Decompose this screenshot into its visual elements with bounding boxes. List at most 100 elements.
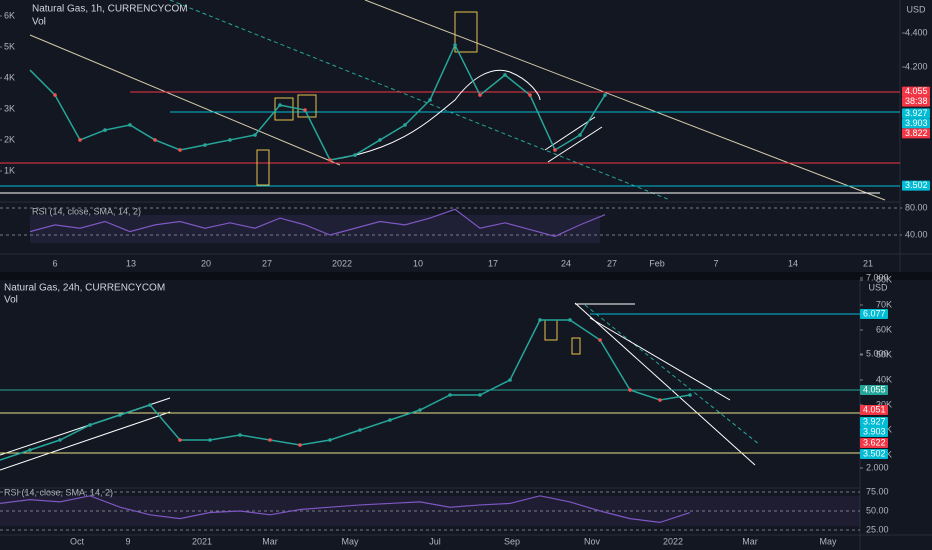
x-tick-label: 17 (488, 258, 498, 268)
price-point (238, 433, 242, 437)
price-point (58, 438, 62, 442)
currency: USD (906, 4, 926, 14)
price-tag (860, 309, 888, 319)
price-line (0, 319, 691, 461)
price-point (203, 143, 207, 147)
price-tag (902, 86, 930, 97)
drawings (0, 0, 900, 201)
price-point (353, 153, 357, 157)
price-point (388, 418, 392, 422)
x-tick-label: Mar (262, 536, 278, 546)
channel (589, 317, 731, 401)
rsi-tick-label: 75.00 (866, 486, 889, 496)
trendline (169, 0, 671, 201)
price-tag-label: 6.077 (863, 308, 886, 318)
price-tick-label: 4.200 (905, 61, 928, 71)
price-tag (902, 108, 930, 119)
vol-tick-label: 1K (4, 165, 15, 175)
currency: USD (868, 282, 888, 292)
rsi-label: RSI (14, close, SMA, 14, 2) (4, 487, 113, 497)
rsi-tick-label: 25.00 (866, 524, 889, 534)
price-point (528, 93, 532, 97)
price-tag (860, 385, 888, 395)
x-tick-label: May (819, 536, 837, 546)
price-point (153, 138, 157, 142)
price-point (208, 438, 212, 442)
chart-divider (0, 272, 932, 280)
channel (574, 302, 756, 466)
vol-tick-label: 40K (876, 374, 892, 384)
curve (329, 69, 541, 161)
vol-tick-label: 60K (876, 324, 892, 334)
rsi-line (29, 208, 606, 237)
price-point (328, 438, 332, 442)
price-tag (860, 405, 888, 415)
price-point (603, 93, 607, 97)
price-point (598, 338, 602, 342)
channel (547, 126, 603, 163)
price-tag-label: 3.927 (863, 416, 886, 426)
price-tag-label: 4.051 (863, 404, 886, 414)
vol-label: Vol (32, 17, 46, 28)
price-tag (860, 417, 888, 427)
channel (0, 411, 171, 471)
price-point (148, 403, 152, 407)
price-point (178, 438, 182, 442)
price-point (103, 128, 107, 132)
x-tick-label: 2022 (332, 258, 352, 268)
price-tag-label: 3.927 (905, 108, 928, 118)
price-point (53, 93, 57, 97)
price-tag-label: 3.502 (863, 448, 886, 458)
x-tick-label: 24 (561, 258, 571, 268)
price-point (118, 413, 122, 417)
price-point (268, 438, 272, 442)
price-point (298, 443, 302, 447)
x-tick-label: 21 (863, 258, 873, 268)
price-tag-label: 4.055 (863, 384, 886, 394)
price-point (453, 43, 457, 47)
vol-label: Vol (4, 295, 18, 306)
price-point (78, 138, 82, 142)
box (256, 149, 270, 186)
price-tag-label: 3.903 (905, 118, 928, 128)
x-tick-label: 13 (126, 258, 136, 268)
rsi-line (0, 495, 691, 524)
vol-tick-label: 30K (876, 399, 892, 409)
price-point (403, 123, 407, 127)
box (274, 97, 294, 121)
x-tick-label: 27 (262, 258, 272, 268)
vol-tick-label: 50K (876, 349, 892, 359)
chart-title: Natural Gas, 24h, CURRENCYCOM (4, 283, 165, 294)
vol-tick-label: 6K (4, 10, 15, 20)
price-tag-label: 3.822 (905, 128, 928, 138)
price-tag (902, 118, 930, 129)
trendline (29, 34, 341, 166)
price-point (448, 393, 452, 397)
price-point (658, 398, 662, 402)
price-point (578, 133, 582, 137)
price-tick-label: 7.000 (866, 272, 889, 282)
price-point (553, 148, 557, 152)
x-tick-label: 6 (52, 258, 57, 268)
price-point (508, 378, 512, 382)
x-tick-label: 20 (201, 258, 211, 268)
x-tick-label: 14 (788, 258, 798, 268)
price-point (688, 393, 692, 397)
price-line (29, 43, 606, 161)
x-tick-label: Mar (742, 536, 758, 546)
x-tick-label: Oct (70, 536, 85, 546)
price-point (253, 133, 257, 137)
price-point (628, 388, 632, 392)
box (571, 337, 581, 355)
x-tick-label: Feb (649, 258, 665, 268)
trendline (584, 304, 761, 446)
price-tag (902, 180, 930, 191)
x-tick-label: Sep (504, 536, 520, 546)
box (454, 11, 478, 53)
price-tag-label: 4.055 (905, 86, 928, 96)
price-tick-label: 5.000 (866, 348, 889, 358)
price-tag (860, 449, 888, 459)
rsi-tick-label: 80.00 (905, 202, 928, 212)
vol-tick-label: 2K (4, 134, 15, 144)
